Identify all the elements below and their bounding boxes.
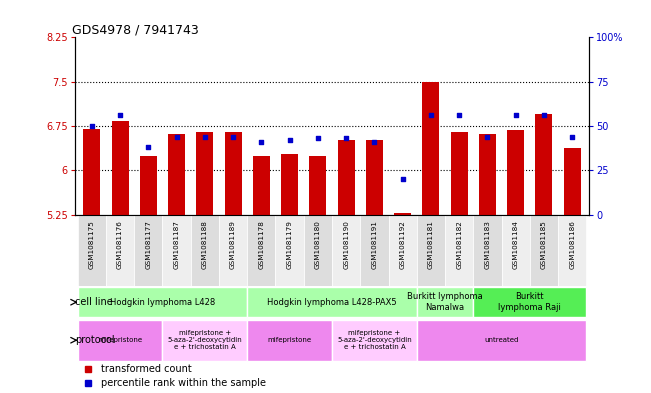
Bar — [77, 320, 163, 361]
Text: protocol: protocol — [75, 335, 115, 345]
Bar — [304, 215, 332, 286]
Bar — [536, 114, 553, 215]
Bar — [77, 287, 247, 318]
Bar — [197, 132, 214, 215]
Text: GSM1081177: GSM1081177 — [145, 220, 151, 269]
Point — [171, 134, 182, 140]
Point — [312, 135, 323, 141]
Bar — [422, 82, 439, 215]
Bar — [473, 287, 587, 318]
Bar — [106, 215, 134, 286]
Bar — [191, 215, 219, 286]
Text: GSM1081189: GSM1081189 — [230, 220, 236, 269]
Text: GSM1081187: GSM1081187 — [174, 220, 180, 269]
Bar — [445, 215, 473, 286]
Text: GSM1081179: GSM1081179 — [286, 220, 292, 269]
Bar — [219, 215, 247, 286]
Bar — [134, 215, 163, 286]
Point — [228, 134, 238, 140]
Text: Burkitt
lymphoma Raji: Burkitt lymphoma Raji — [499, 292, 561, 312]
Text: GSM1081176: GSM1081176 — [117, 220, 123, 269]
Text: Burkitt lymphoma
Namalwa: Burkitt lymphoma Namalwa — [407, 292, 483, 312]
Bar — [501, 215, 530, 286]
Bar — [332, 215, 360, 286]
Text: GSM1081175: GSM1081175 — [89, 220, 95, 269]
Bar — [479, 134, 496, 215]
Bar — [163, 215, 191, 286]
Bar — [366, 140, 383, 215]
Bar — [83, 129, 100, 215]
Bar — [417, 287, 473, 318]
Bar — [225, 132, 242, 215]
Bar — [77, 215, 106, 286]
Bar — [507, 130, 524, 215]
Bar — [473, 215, 501, 286]
Bar — [247, 287, 417, 318]
Bar — [564, 148, 581, 215]
Point — [539, 112, 549, 119]
Bar — [360, 215, 389, 286]
Bar — [168, 134, 185, 215]
Point — [454, 112, 464, 119]
Bar — [558, 215, 587, 286]
Text: GSM1081191: GSM1081191 — [372, 220, 378, 269]
Bar — [140, 156, 157, 215]
Text: GSM1081180: GSM1081180 — [315, 220, 321, 269]
Bar — [111, 121, 128, 215]
Text: Hodgkin lymphoma L428: Hodgkin lymphoma L428 — [110, 298, 215, 307]
Point — [200, 134, 210, 140]
Text: GSM1081186: GSM1081186 — [569, 220, 575, 269]
Point — [115, 112, 125, 119]
Text: percentile rank within the sample: percentile rank within the sample — [101, 378, 266, 387]
Point — [398, 176, 408, 182]
Point — [87, 123, 97, 129]
Bar — [417, 215, 445, 286]
Text: GSM1081190: GSM1081190 — [343, 220, 349, 269]
Bar — [281, 154, 298, 215]
Text: transformed count: transformed count — [101, 364, 191, 374]
Text: Hodgkin lymphoma L428-PAX5: Hodgkin lymphoma L428-PAX5 — [267, 298, 397, 307]
Text: mifepristone +
5-aza-2'-deoxycytidin
e + trichostatin A: mifepristone + 5-aza-2'-deoxycytidin e +… — [337, 330, 412, 350]
Text: GSM1081192: GSM1081192 — [400, 220, 406, 269]
Text: cell line: cell line — [75, 297, 113, 307]
Text: GSM1081188: GSM1081188 — [202, 220, 208, 269]
Point — [426, 112, 436, 119]
Bar — [163, 320, 247, 361]
Point — [369, 139, 380, 145]
Point — [567, 134, 577, 140]
Text: untreated: untreated — [484, 337, 519, 343]
Text: GSM1081181: GSM1081181 — [428, 220, 434, 269]
Bar — [247, 320, 332, 361]
Point — [341, 135, 352, 141]
Bar — [417, 320, 587, 361]
Text: GSM1081184: GSM1081184 — [513, 220, 519, 269]
Bar — [394, 213, 411, 215]
Bar — [450, 132, 467, 215]
Point — [284, 137, 295, 143]
Text: GSM1081183: GSM1081183 — [484, 220, 490, 269]
Text: GSM1081182: GSM1081182 — [456, 220, 462, 269]
Text: mifepristone +
5-aza-2'-deoxycytidin
e + trichostatin A: mifepristone + 5-aza-2'-deoxycytidin e +… — [167, 330, 242, 350]
Bar — [309, 156, 326, 215]
Text: GSM1081178: GSM1081178 — [258, 220, 264, 269]
Bar — [247, 215, 275, 286]
Point — [256, 139, 266, 145]
Bar — [253, 156, 270, 215]
Text: GSM1081185: GSM1081185 — [541, 220, 547, 269]
Point — [510, 112, 521, 119]
Bar — [338, 140, 355, 215]
Bar — [332, 320, 417, 361]
Point — [482, 134, 493, 140]
Bar — [275, 215, 304, 286]
Text: GDS4978 / 7941743: GDS4978 / 7941743 — [72, 23, 199, 36]
Bar — [530, 215, 558, 286]
Text: mifepristone: mifepristone — [268, 337, 312, 343]
Point — [143, 144, 154, 151]
Text: mifepristone: mifepristone — [98, 337, 142, 343]
Bar — [389, 215, 417, 286]
